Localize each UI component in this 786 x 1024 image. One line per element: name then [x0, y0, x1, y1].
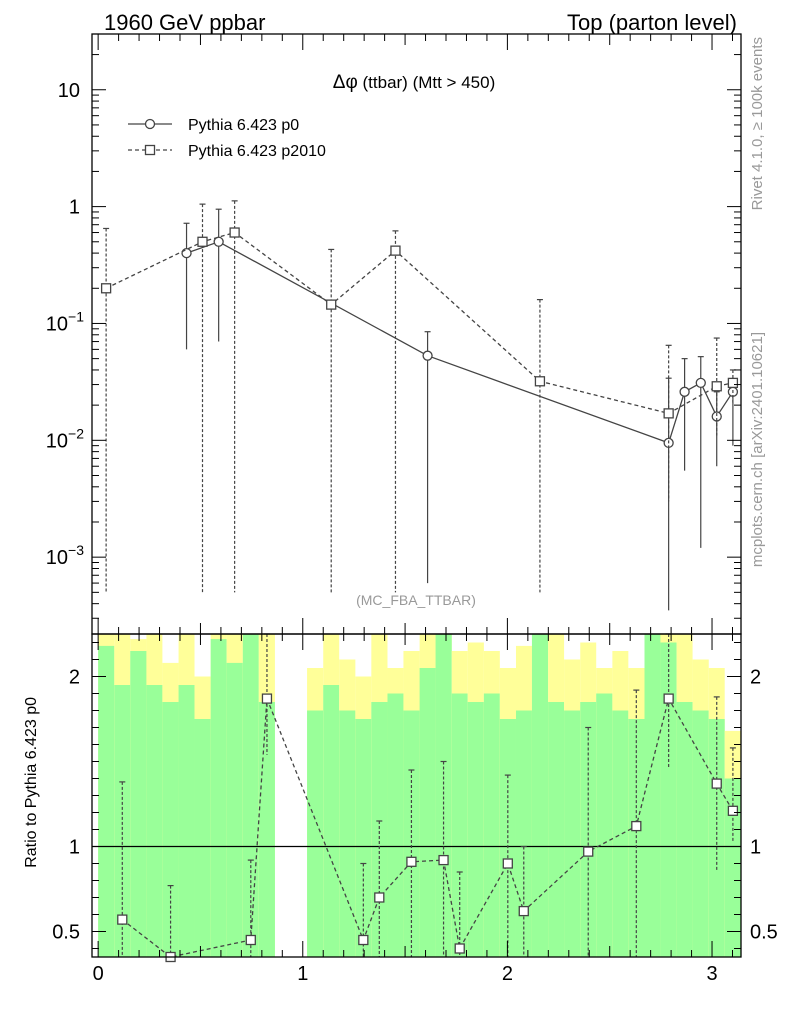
ratio-bands [92, 634, 742, 957]
main-point-1-1 [197, 236, 208, 247]
band-inner-6 [194, 719, 211, 957]
main-point-0-1 [213, 236, 224, 247]
main-ytick-label-0: 10 [58, 80, 80, 102]
ratio-point-0-4 [358, 934, 369, 946]
plot-title: Δφ (ttbar) (Mtt > 450) [333, 72, 495, 93]
legend-marker-p0 [144, 118, 156, 130]
ratio-point-0-11 [583, 846, 594, 857]
ratio-point-0-5 [374, 892, 385, 903]
band-inner-9 [242, 634, 259, 957]
ratio-point-0-7 [438, 854, 449, 866]
band-inner-30 [612, 710, 629, 957]
ratio-point-0-10 [518, 905, 529, 917]
x-tick-label-2: 2 [502, 963, 513, 985]
header-right: Top (parton level) [567, 10, 737, 35]
band-inner-22 [483, 693, 500, 957]
band-inner-2 [130, 651, 147, 957]
ratio-point-0-14 [711, 778, 722, 789]
band-inner-14 [355, 719, 372, 957]
ratio-point-0-3 [261, 693, 273, 704]
ratio-point-0-6 [406, 856, 417, 867]
band-inner-19 [435, 634, 452, 957]
main-point-1-7 [711, 381, 722, 392]
ratio-ytick-label-left-0: 0.5 [52, 922, 80, 944]
ratio-ytick-label-left-2: 2 [69, 667, 80, 689]
main-line-1 [105, 231, 734, 415]
axes: 10 1 10−1 10−2 10−3 0 1 2 3 0.5 0.5 1 1 2 2 [46, 33, 778, 985]
band-inner-26 [548, 702, 565, 957]
band-inner-4 [162, 702, 179, 957]
mcplots-label: mcplots.cern.ch [arXiv:2401.10621] [749, 332, 766, 567]
main-point-1-8 [727, 377, 739, 389]
ratio-point-0-8 [454, 943, 465, 954]
ratio-point-0-2 [245, 934, 256, 946]
ratio-ytick-label-right-2: 2 [750, 667, 761, 689]
ratio-point-0-9 [502, 858, 513, 869]
band-inner-17 [403, 710, 420, 957]
main-point-1-6 [663, 408, 674, 419]
main-series [100, 200, 739, 611]
main-point-0-5 [695, 377, 706, 389]
x-tick-label-3: 3 [706, 963, 717, 985]
ratio-point-0-13 [663, 693, 674, 704]
plot-title-symbol: Δφ [333, 72, 358, 93]
main-point-0-0 [181, 247, 192, 259]
ratio-point-0-12 [631, 820, 642, 832]
band-inner-25 [531, 634, 549, 957]
ratio-y-axis-label: Ratio to Pythia 6.423 p0 [23, 697, 40, 868]
main-ytick-label-4: 10−3 [46, 542, 84, 569]
band-inner-18 [419, 668, 436, 957]
ratio-ytick-label-right-0: 0.5 [750, 922, 778, 944]
analysis-tag: (MC_FBA_TTBAR) [356, 592, 476, 608]
band-inner-37 [724, 778, 742, 957]
x-tick-label-0: 0 [93, 963, 104, 985]
band-inner-20 [451, 693, 468, 957]
main-point-1-2 [229, 227, 240, 238]
legend-label-p2010: Pythia 6.423 p2010 [188, 143, 326, 160]
band-inner-8 [226, 662, 243, 957]
band-inner-24 [515, 710, 532, 957]
band-inner-12 [323, 685, 340, 957]
main-point-1-4 [390, 245, 401, 256]
band-inner-21 [467, 702, 484, 957]
ratio-ytick-label-left-1: 1 [69, 837, 80, 859]
ratio-point-0-0 [117, 914, 128, 925]
band-inner-3 [146, 685, 163, 957]
header-left: 1960 GeV ppbar [104, 10, 265, 35]
band-inner-34 [676, 702, 693, 957]
main-point-1-3 [326, 299, 337, 310]
main-ytick-label-3: 10−2 [46, 425, 84, 452]
plot-title-rest: (ttbar) (Mtt > 450) [358, 73, 495, 92]
main-ytick-label-1: 1 [69, 197, 80, 219]
main-point-1-5 [534, 376, 546, 387]
legend: Pythia 6.423 p0 Pythia 6.423 p2010 [128, 117, 326, 160]
main-point-0-2 [422, 350, 433, 361]
x-tick-label-1: 1 [297, 963, 308, 985]
ratio-ytick-label-right-1: 1 [750, 837, 761, 859]
main-ytick-label-2: 10−1 [46, 308, 84, 335]
band-inner-11 [307, 710, 324, 957]
band-inner-16 [387, 693, 404, 957]
main-point-1-0 [100, 283, 112, 294]
ratio-point-0-15 [727, 805, 739, 816]
legend-label-p0: Pythia 6.423 p0 [188, 117, 299, 134]
rivet-label: Rivet 4.1.0, ≥ 100k events [749, 37, 766, 210]
band-inner-0 [98, 645, 115, 957]
main-line-0 [186, 241, 734, 444]
band-inner-29 [596, 693, 613, 957]
ratio-line-0 [121, 696, 734, 958]
band-inner-33 [660, 642, 677, 957]
band-inner-35 [692, 710, 709, 957]
legend-marker-p2010 [144, 144, 156, 156]
band-inner-27 [564, 710, 581, 957]
band-inner-32 [644, 634, 661, 957]
main-point-0-4 [679, 386, 690, 397]
band-inner-13 [339, 710, 356, 957]
band-inner-7 [210, 639, 227, 957]
band-inner-1 [114, 685, 131, 957]
band-inner-5 [178, 685, 195, 957]
